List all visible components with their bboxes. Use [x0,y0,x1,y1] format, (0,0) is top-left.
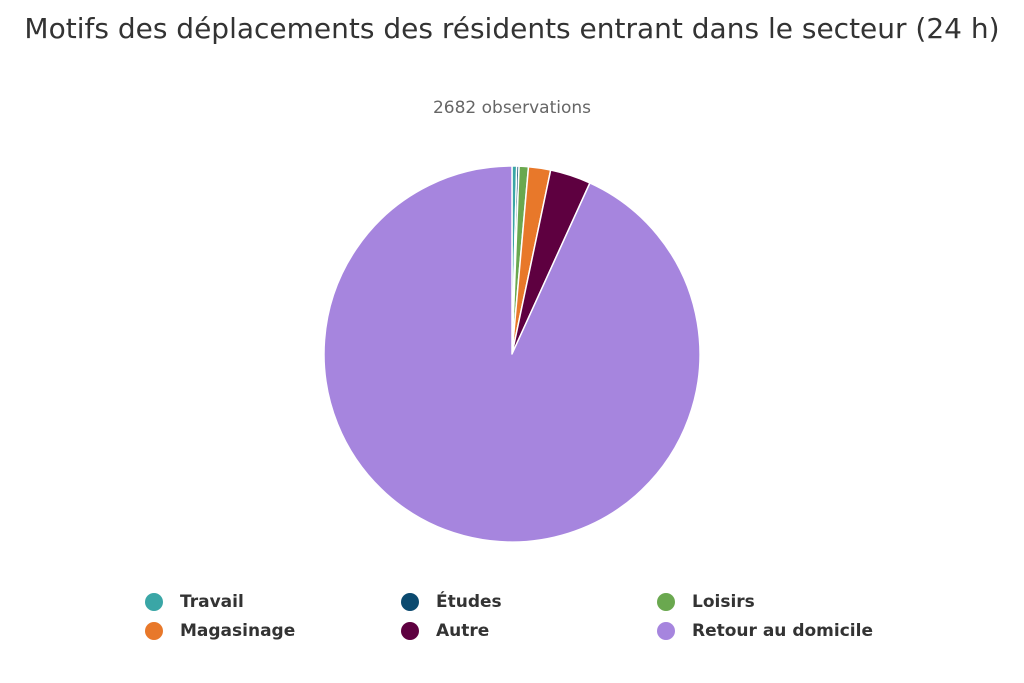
legend-label-autre: Autre [436,620,490,641]
legend-label-loisirs: Loisirs [692,591,755,612]
legend-label-magasinage: Magasinage [180,620,296,641]
chart-subtitle: 2682 observations [432,98,592,118]
legend-swatch-loisirs [657,592,675,611]
legend-swatch-autre [401,621,419,640]
legend-item-travail[interactable]: Travail [145,591,401,612]
legend-item-magasinage[interactable]: Magasinage [145,620,401,641]
legend-swatch-retour-au-domicile [657,621,675,640]
pie-slice-retour-au-domicile[interactable] [323,165,701,543]
legend-swatch-etudes [401,592,419,611]
legend-swatch-magasinage [145,621,163,640]
chart-title: Motifs des déplacements des résidents en… [24,12,1000,45]
legend-item-loisirs[interactable]: Loisirs [657,591,905,612]
legend-item-etudes[interactable]: Études [401,591,657,612]
legend-item-retour-au-domicile[interactable]: Retour au domicile [657,620,905,641]
legend-label-travail: Travail [180,591,244,612]
legend-swatch-travail [145,592,163,611]
legend-label-etudes: Études [436,591,502,612]
legend: Travail Études Loisirs Magasinage Autre … [145,591,905,641]
legend-item-autre[interactable]: Autre [401,620,657,641]
legend-label-retour-au-domicile: Retour au domicile [692,620,873,641]
